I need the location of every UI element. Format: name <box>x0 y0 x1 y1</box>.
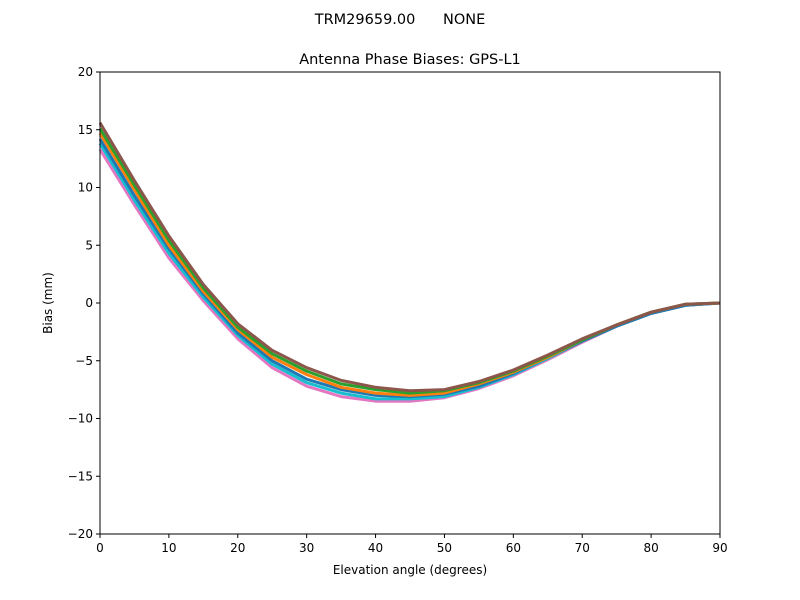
y-axis: −20 −15 −10 −5 0 5 10 15 20 <box>68 65 100 541</box>
x-tick-label: 20 <box>230 541 245 555</box>
y-tick-label: 10 <box>78 181 93 195</box>
y-tick-label: 15 <box>78 123 93 137</box>
y-tick-label: 5 <box>85 238 93 252</box>
y-tick-label: −10 <box>68 412 93 426</box>
y-axis-label: Bias (mm) <box>41 272 55 334</box>
series-layer <box>98 122 721 403</box>
series-line-azimuth-4 <box>98 132 721 397</box>
series-line-azimuth-5 <box>98 127 721 395</box>
y-tick-label: −20 <box>68 527 93 541</box>
x-tick-label: 10 <box>161 541 176 555</box>
x-tick-label: 0 <box>96 541 104 555</box>
x-tick-label: 60 <box>506 541 521 555</box>
plot-frame <box>99 71 721 535</box>
x-tick-label: 50 <box>437 541 452 555</box>
x-tick-label: 90 <box>712 541 727 555</box>
series-line-azimuth-6 <box>98 122 721 393</box>
y-tick-label: 0 <box>85 296 93 310</box>
x-tick-label: 70 <box>575 541 590 555</box>
y-tick-label: −15 <box>68 469 93 483</box>
y-tick-label: −5 <box>75 354 93 368</box>
x-axis: 0 10 20 30 40 50 60 70 80 90 <box>96 534 728 555</box>
x-tick-label: 40 <box>368 541 383 555</box>
chart-title: Antenna Phase Biases: GPS-L1 <box>299 52 521 68</box>
y-tick-label: 20 <box>78 65 93 79</box>
x-axis-label: Elevation angle (degrees) <box>333 563 487 577</box>
x-tick-label: 30 <box>299 541 314 555</box>
x-tick-label: 80 <box>643 541 658 555</box>
chart-suptitle: TRM29659.00 NONE <box>314 12 486 28</box>
